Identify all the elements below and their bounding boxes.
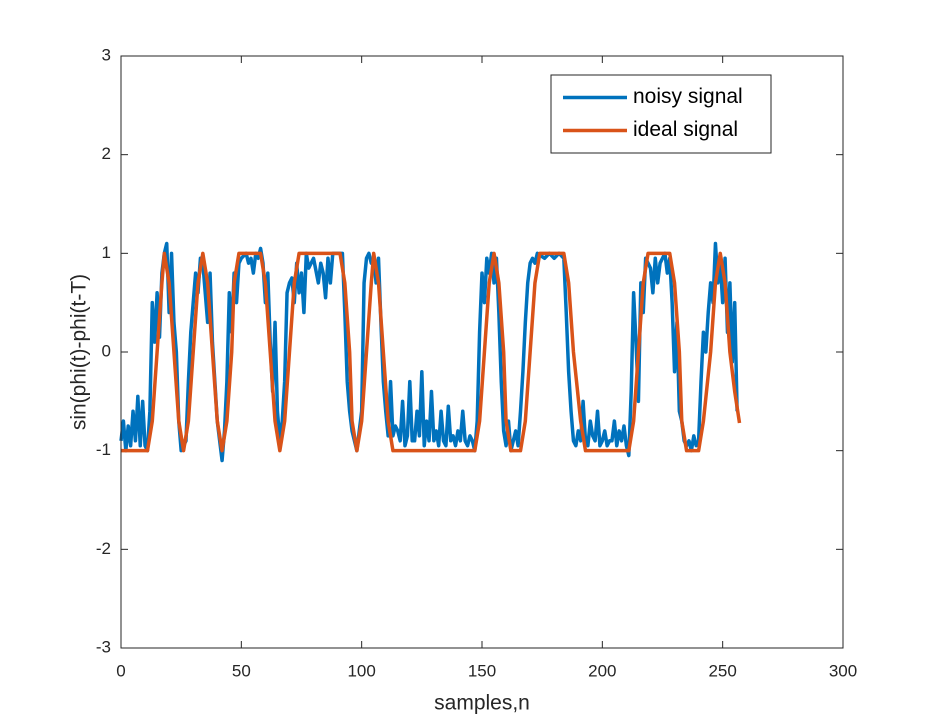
series-line — [121, 251, 742, 453]
y-tick-label: 1 — [102, 243, 111, 262]
y-tick-label: -1 — [96, 440, 111, 459]
y-tick-label: -3 — [96, 637, 111, 656]
x-tick-label: 100 — [347, 661, 375, 680]
y-tick-label: 0 — [102, 341, 111, 360]
y-tick-label: -2 — [96, 539, 111, 558]
x-tick-label: 150 — [468, 661, 496, 680]
y-axis-label: sin(phi(t)-phi(t-T) — [68, 274, 91, 430]
x-axis-label: samples,n — [434, 692, 530, 715]
x-tick-label: 300 — [829, 661, 857, 680]
legend-label: noisy signal — [633, 85, 743, 108]
x-tick-label: 50 — [232, 661, 251, 680]
x-tick-label: 200 — [588, 661, 616, 680]
axes-box — [120, 55, 844, 649]
legend-label: ideal signal — [633, 118, 738, 141]
x-tick-label: 250 — [708, 661, 736, 680]
y-tick-label: 3 — [102, 45, 111, 64]
y-tick-label: 2 — [102, 144, 111, 163]
x-tick-label: 0 — [116, 661, 125, 680]
legend-box — [550, 74, 772, 154]
